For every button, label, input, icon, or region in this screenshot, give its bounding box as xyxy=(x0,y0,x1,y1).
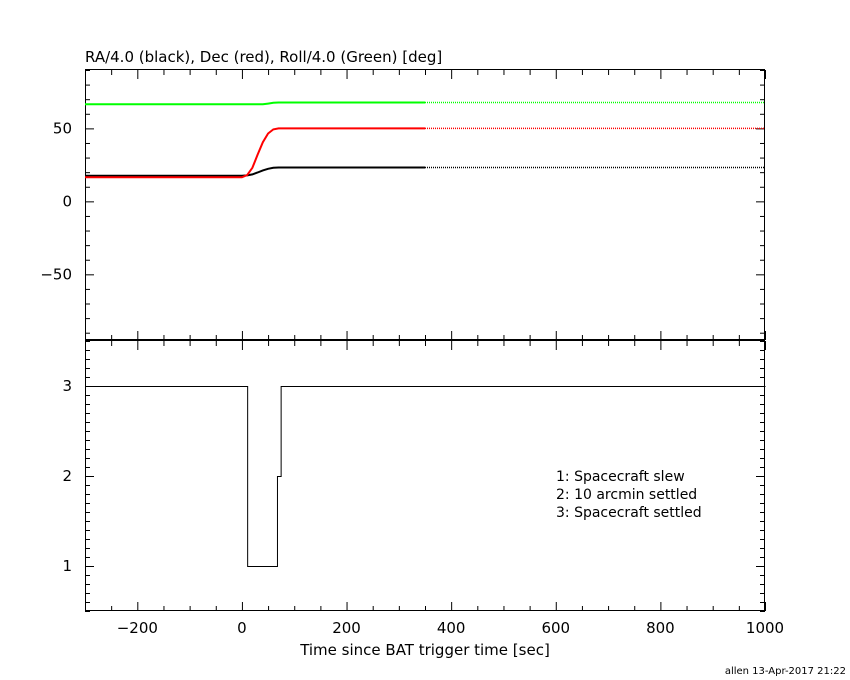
x-axis-label: Time since BAT trigger time [sec] xyxy=(299,641,550,659)
status-step-line xyxy=(85,386,766,567)
top-panel-series xyxy=(85,101,765,179)
x-tick-label: 600 xyxy=(541,619,570,637)
x-tick-label: 200 xyxy=(332,619,361,637)
annotation-10-arcmin-settled: 2: 10 arcmin settled xyxy=(556,487,697,503)
top-y-tick-label: 0 xyxy=(62,192,72,210)
series-dec-line xyxy=(85,127,425,179)
series-roll-line xyxy=(85,101,425,106)
bottom-panel-y-tick-labels: 1 2 3 xyxy=(62,377,72,575)
x-tick-label: 1000 xyxy=(746,619,784,637)
bottom-panel-ticks xyxy=(85,341,766,612)
legend-annotations: 1: Spacecraft slew 2: 10 arcmin settled … xyxy=(556,469,702,521)
bottom-panel-series xyxy=(85,386,766,567)
series-ra-line xyxy=(85,166,425,177)
top-y-tick-label: 50 xyxy=(53,119,72,137)
annotation-slew: 1: Spacecraft slew xyxy=(556,469,685,485)
bottom-y-tick-label: 1 xyxy=(62,557,72,575)
x-tick-label: −200 xyxy=(117,619,158,637)
x-tick-label: 800 xyxy=(646,619,675,637)
footer-credit: allen 13-Apr-2017 21:22 xyxy=(725,666,846,677)
bottom-y-tick-label: 3 xyxy=(62,377,72,395)
top-panel-ticks xyxy=(85,70,766,340)
bottom-y-tick-label: 2 xyxy=(62,467,72,485)
top-y-tick-label: −50 xyxy=(40,265,72,283)
annotation-settled: 3: Spacecraft settled xyxy=(556,505,702,521)
top-panel-title: RA/4.0 (black), Dec (red), Roll/4.0 (Gre… xyxy=(85,48,442,66)
x-tick-label: 400 xyxy=(437,619,466,637)
top-panel-y-tick-labels: −50 0 50 xyxy=(40,119,72,283)
top-panel-frame xyxy=(85,69,765,340)
bottom-panel-x-tick-labels: −200 0 200 400 600 800 1000 xyxy=(117,619,784,637)
x-tick-label: 0 xyxy=(237,619,247,637)
